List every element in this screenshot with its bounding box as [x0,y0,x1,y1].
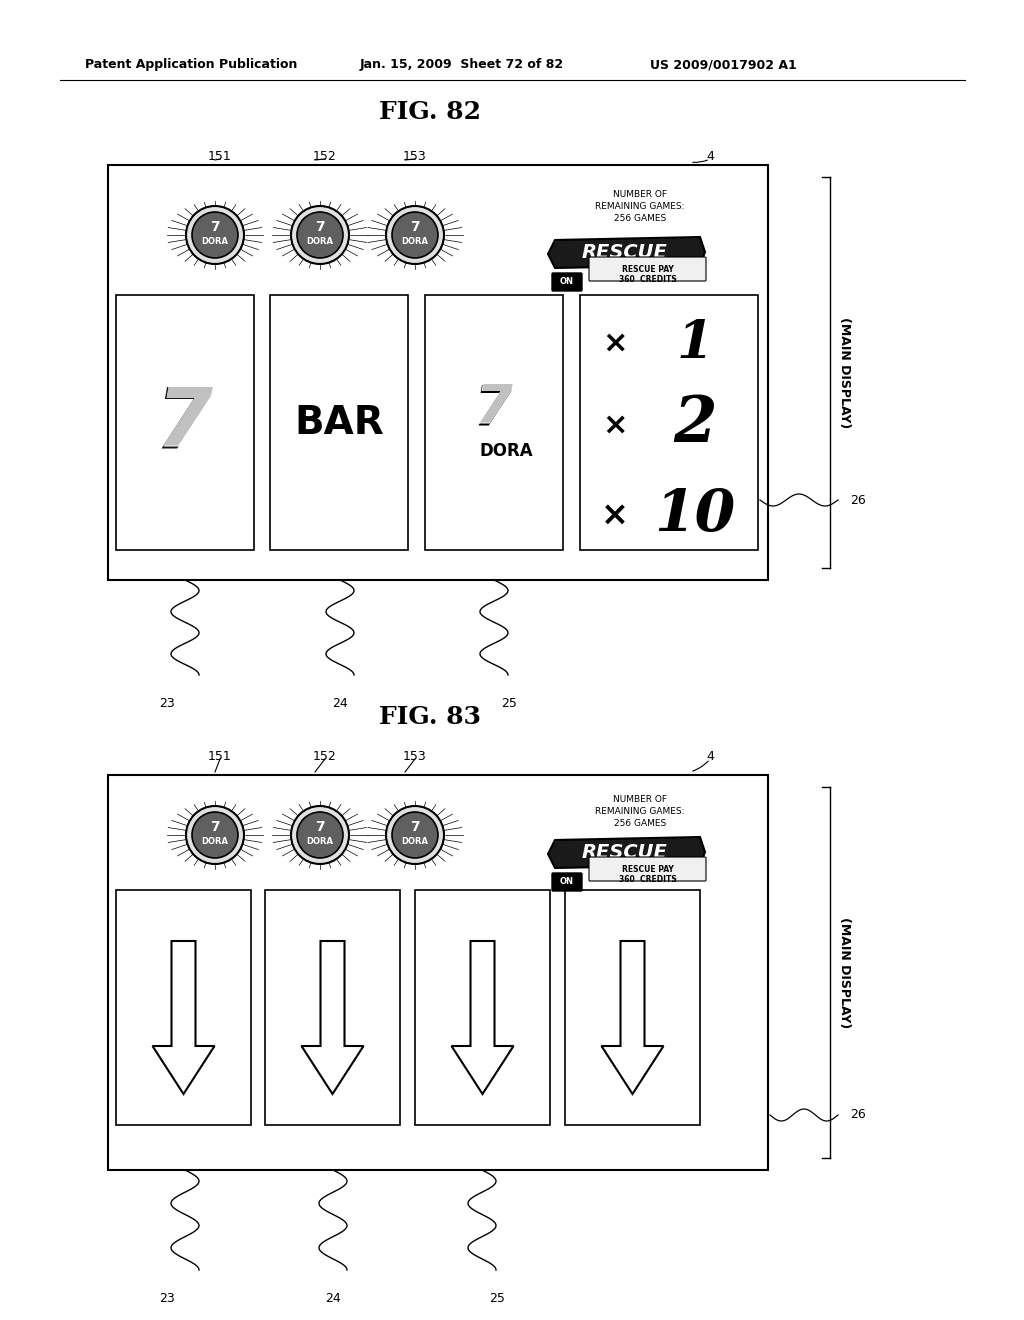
Polygon shape [548,837,705,869]
Polygon shape [301,941,364,1094]
Text: 360  CREDITS: 360 CREDITS [620,276,677,285]
Ellipse shape [392,812,438,858]
Text: 7: 7 [157,384,213,462]
Bar [565,890,700,1125]
Text: ×: × [602,411,628,440]
Text: FIG. 82: FIG. 82 [379,100,481,124]
Text: 7: 7 [156,381,214,463]
Bar [425,294,563,550]
Text: 26: 26 [850,1109,865,1122]
Text: DORA: DORA [479,441,532,459]
Polygon shape [601,941,664,1094]
Text: 2: 2 [673,395,717,455]
Text: 24: 24 [326,1292,341,1305]
Text: 153: 153 [403,750,427,763]
Bar [580,294,758,550]
FancyBboxPatch shape [589,257,706,281]
Text: Patent Application Publication: Patent Application Publication [85,58,297,71]
Text: NUMBER OF
REMAINING GAMES:
256 GAMES: NUMBER OF REMAINING GAMES: 256 GAMES [595,190,685,223]
Ellipse shape [386,807,444,865]
Text: BAR: BAR [294,404,384,441]
Text: RESCUE: RESCUE [582,243,668,261]
Text: 24: 24 [332,697,348,710]
Text: Jan. 15, 2009  Sheet 72 of 82: Jan. 15, 2009 Sheet 72 of 82 [360,58,564,71]
Polygon shape [452,941,513,1094]
Text: 360  CREDITS: 360 CREDITS [620,875,677,884]
Text: DORA: DORA [202,837,228,846]
Ellipse shape [297,812,343,858]
Text: 25: 25 [501,697,517,710]
Ellipse shape [386,206,444,264]
Text: 151: 151 [208,750,231,763]
Text: 7: 7 [154,384,212,465]
Text: 23: 23 [159,1292,175,1305]
Ellipse shape [193,812,238,858]
Text: 1: 1 [677,318,714,368]
Text: 152: 152 [313,150,337,162]
Ellipse shape [193,213,238,257]
Ellipse shape [291,206,349,264]
Ellipse shape [297,213,343,257]
Text: RESCUE PAY: RESCUE PAY [623,265,674,275]
Text: 7: 7 [315,820,325,834]
Polygon shape [548,238,705,268]
FancyBboxPatch shape [552,873,582,891]
Ellipse shape [186,807,244,865]
Text: 153: 153 [403,150,427,162]
Text: RESCUE PAY: RESCUE PAY [623,866,674,874]
FancyBboxPatch shape [589,857,706,880]
Bar [116,890,251,1125]
Text: 7: 7 [210,220,220,234]
Text: 7: 7 [474,383,512,437]
Text: 10: 10 [654,487,735,544]
Text: US 2009/0017902 A1: US 2009/0017902 A1 [650,58,797,71]
Bar [265,890,400,1125]
Text: 4: 4 [707,150,714,162]
Text: 7: 7 [475,381,512,433]
Bar [108,775,768,1170]
Text: DORA: DORA [306,837,334,846]
Text: ×: × [601,499,629,532]
Text: (MAIN DISPLAY): (MAIN DISPLAY) [839,317,852,428]
Ellipse shape [186,206,244,264]
Text: (MAIN DISPLAY): (MAIN DISPLAY) [839,917,852,1028]
Text: 7: 7 [411,820,420,834]
Text: 23: 23 [159,697,175,710]
Text: 26: 26 [850,494,865,507]
Bar [415,890,550,1125]
Text: 25: 25 [489,1292,505,1305]
Text: RESCUE: RESCUE [582,842,668,862]
Text: DORA: DORA [401,837,428,846]
Text: 151: 151 [208,150,231,162]
Bar [108,165,768,579]
Text: ON: ON [560,277,574,286]
Text: ON: ON [560,878,574,887]
Ellipse shape [392,213,438,257]
Text: DORA: DORA [202,236,228,246]
Text: NUMBER OF
REMAINING GAMES:
256 GAMES: NUMBER OF REMAINING GAMES: 256 GAMES [595,795,685,828]
Polygon shape [153,941,214,1094]
Text: ×: × [602,329,628,358]
Bar [270,294,408,550]
Text: 7: 7 [210,820,220,834]
Text: 152: 152 [313,750,337,763]
Text: 7: 7 [411,220,420,234]
Text: FIG. 83: FIG. 83 [379,705,481,729]
Text: 7: 7 [475,380,513,434]
Text: DORA: DORA [401,236,428,246]
FancyBboxPatch shape [552,273,582,290]
Text: 7: 7 [315,220,325,234]
Ellipse shape [291,807,349,865]
Text: DORA: DORA [306,236,334,246]
Bar [116,294,254,550]
Text: 4: 4 [707,750,714,763]
